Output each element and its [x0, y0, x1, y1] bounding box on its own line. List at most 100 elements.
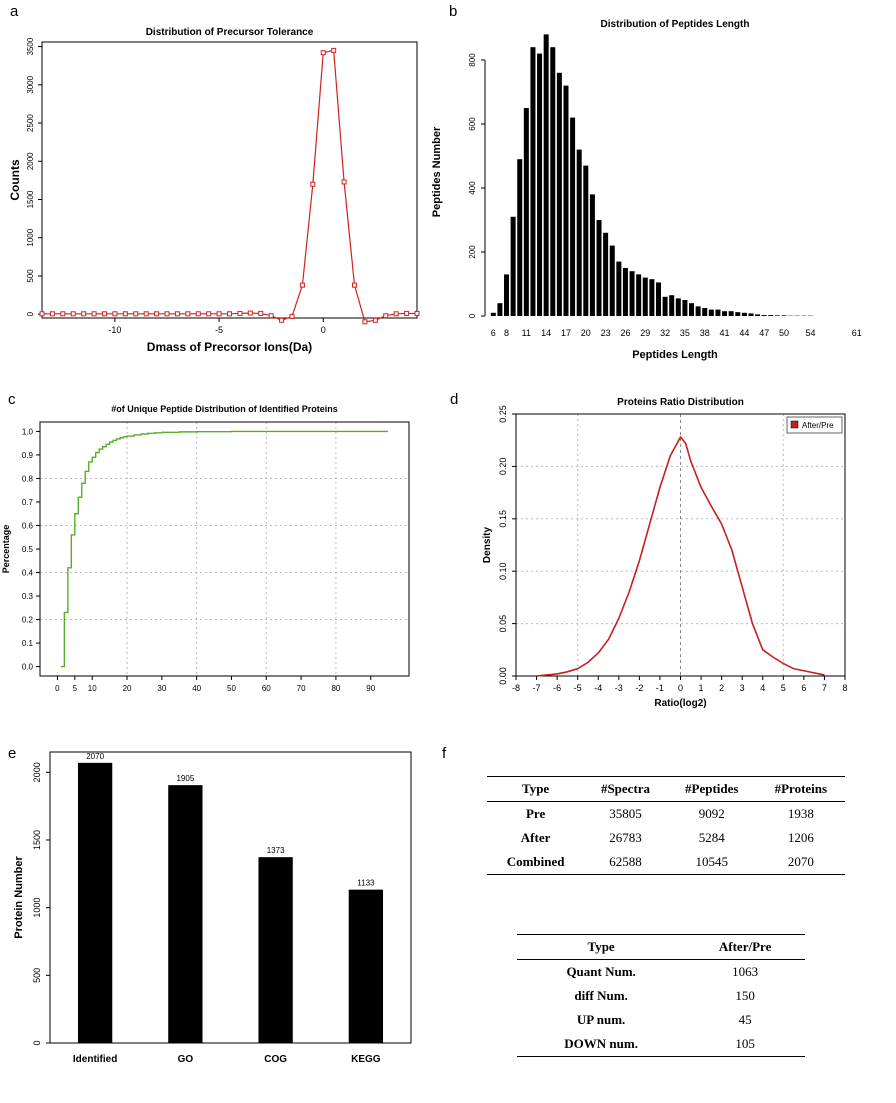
bar	[609, 245, 615, 316]
bar	[722, 311, 728, 316]
y-tick-label: 0.25	[498, 405, 508, 423]
y-tick-label: 1000	[26, 228, 35, 246]
table-cell: After	[520, 830, 551, 845]
data-point	[154, 311, 160, 317]
data-point	[195, 311, 201, 317]
x-tick-label: -10	[108, 325, 121, 335]
table-cell: Pre	[525, 806, 546, 821]
y-tick-label: 0	[468, 313, 477, 318]
y-tick-label: 0.10	[498, 562, 508, 580]
data-point	[112, 311, 118, 317]
x-tick-label: 11	[522, 328, 531, 338]
x-tick-label: 5	[73, 684, 78, 693]
x-tick-label: 70	[297, 684, 306, 693]
bar	[510, 216, 516, 316]
x-tick-label: 7	[822, 683, 827, 693]
y-tick-label: 0	[32, 1040, 42, 1045]
x-tick-label: -8	[512, 683, 520, 693]
x-tick-label: -5	[574, 683, 582, 693]
bar	[761, 315, 767, 316]
data-point	[299, 282, 305, 288]
chart-peptides-length: Distribution of Peptides Length Peptides …	[431, 19, 862, 361]
table-cell: 45	[738, 1012, 752, 1027]
table-header-cell: #Peptides	[666, 776, 757, 802]
bar	[583, 165, 589, 316]
table-cell: DOWN num.	[517, 1032, 686, 1057]
bar	[662, 296, 668, 316]
series-line	[42, 49, 417, 323]
bar	[616, 261, 622, 316]
x-tick-label: 14	[541, 328, 551, 338]
table-cell: 2070	[756, 850, 845, 875]
y-tick-label: 0.9	[22, 451, 34, 460]
y-tick-label: 0.3	[22, 592, 34, 601]
x-tick-label: 50	[779, 328, 789, 338]
x-tick-label: Identified	[73, 1054, 117, 1065]
y-tick-label: 2000	[26, 152, 35, 170]
x-tick-label: 8	[504, 328, 509, 338]
table-header-row: Type #Spectra #Peptides #Proteins	[487, 776, 845, 802]
chart-ratio-distribution: Proteins Ratio Distribution Ratio(log2) De…	[482, 397, 848, 709]
y-axis-label: Density	[482, 527, 493, 564]
x-tick-label: 0	[55, 684, 60, 693]
bar	[755, 314, 761, 316]
bar	[636, 274, 642, 316]
data-point	[331, 47, 337, 53]
series-line	[536, 435, 825, 677]
y-tick-label: 800	[468, 53, 477, 67]
table-cell: 35805	[609, 806, 642, 821]
data-label: 2070	[86, 752, 104, 761]
table-row: UP num. 45	[517, 1008, 805, 1032]
table-row: diff Num. 150	[517, 984, 805, 1008]
quant-table: Type After/Pre Quant Num. 1063 diff Num.…	[517, 934, 805, 1057]
table-cell: 10545	[666, 850, 757, 875]
x-tick-label: 50	[227, 684, 236, 693]
bar	[768, 315, 774, 316]
data-point	[216, 311, 222, 317]
x-tick-label: 44	[739, 328, 749, 338]
x-tick-label: 4	[760, 683, 765, 693]
y-tick-label: 200	[468, 245, 477, 259]
data-point	[372, 317, 378, 323]
chart-title: Proteins Ratio Distribution	[617, 397, 744, 408]
bar	[748, 313, 754, 316]
plot-frame	[39, 421, 410, 677]
bar	[576, 149, 582, 316]
x-tick-label: 10	[88, 684, 97, 693]
table-row: Pre 35805 9092 1938	[487, 802, 845, 827]
x-tick-label: 35	[680, 328, 690, 338]
y-axis-label: Peptides Number	[431, 126, 443, 217]
x-tick-label: 20	[581, 328, 591, 338]
bar	[77, 762, 113, 1043]
y-tick-label: 0.8	[22, 474, 34, 483]
data-label: 1905	[176, 774, 194, 783]
table-header-cell: After/Pre	[685, 934, 805, 960]
data-point	[352, 282, 357, 288]
panel-label-c: c	[8, 391, 16, 408]
bar	[168, 785, 203, 1043]
x-tick-label: 6	[801, 683, 806, 693]
x-tick-label: 80	[331, 684, 340, 693]
bar	[556, 72, 562, 316]
data-point	[185, 311, 191, 317]
data-point	[289, 313, 295, 319]
table-cell: 150	[735, 988, 755, 1003]
x-tick-label: -3	[615, 683, 623, 693]
x-tick-label: 20	[123, 684, 132, 693]
legend-label: After/Pre	[802, 421, 834, 430]
x-tick-label: 54	[805, 328, 815, 338]
table-cell: diff Num.	[574, 988, 628, 1003]
x-tick-label: 60	[262, 684, 271, 693]
y-tick-label: 0.5	[22, 545, 34, 554]
x-tick-label: -2	[635, 683, 643, 693]
table-cell: 105	[685, 1032, 805, 1057]
chart-protein-number: Protein Number 0 500 1000 1500 2000 2070 Identi…	[13, 751, 412, 1065]
data-point	[320, 50, 326, 56]
table-cell: 9092	[698, 806, 725, 821]
y-tick-label: 2500	[26, 114, 35, 132]
x-tick-label: 0	[678, 683, 683, 693]
y-tick-label: 1500	[32, 830, 42, 850]
bar	[675, 298, 681, 316]
bar	[497, 303, 503, 316]
table-header-row: Type After/Pre	[517, 934, 805, 960]
